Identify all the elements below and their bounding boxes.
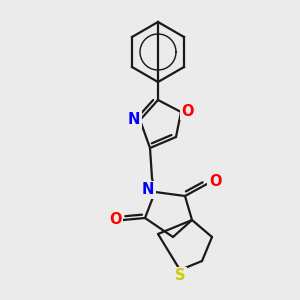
Text: N: N [128, 112, 140, 128]
Text: O: O [182, 103, 194, 118]
Text: O: O [109, 212, 121, 227]
Text: N: N [142, 182, 154, 197]
Text: O: O [209, 173, 221, 188]
Text: S: S [175, 268, 185, 284]
